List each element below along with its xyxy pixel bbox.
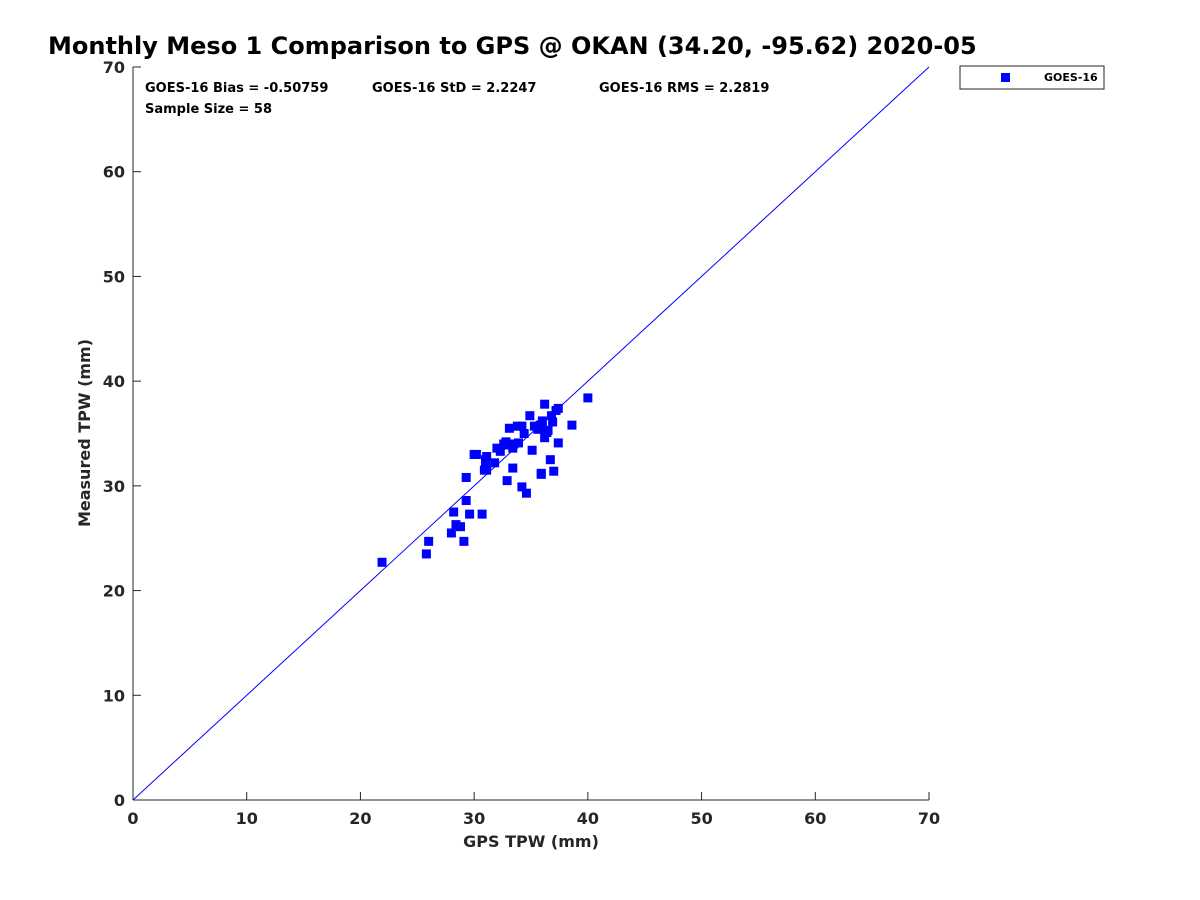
data-point bbox=[446, 528, 456, 538]
legend: GOES-16 bbox=[959, 65, 1105, 90]
data-point bbox=[481, 455, 491, 465]
data-point bbox=[543, 425, 553, 435]
data-point bbox=[504, 423, 514, 433]
y-tick-label: 30 bbox=[103, 477, 125, 496]
data-point bbox=[421, 549, 431, 559]
data-point bbox=[536, 469, 546, 479]
data-point bbox=[548, 417, 558, 427]
y-tick-label: 40 bbox=[103, 372, 125, 391]
stat-std: GOES-16 StD = 2.2247 bbox=[372, 81, 536, 96]
plot-area: 0 10 20 30 40 50 60 70 0 10 20 30 40 50 60 70 bbox=[103, 58, 940, 828]
x-axis-ticks: 0 10 20 30 40 50 60 70 bbox=[127, 792, 940, 828]
data-point bbox=[583, 393, 593, 403]
data-point bbox=[465, 509, 475, 519]
y-tick-label: 0 bbox=[114, 791, 125, 810]
data-point bbox=[553, 438, 563, 448]
data-point bbox=[537, 416, 547, 426]
data-point bbox=[490, 458, 500, 468]
x-tick-label: 10 bbox=[236, 809, 258, 828]
data-point bbox=[540, 399, 550, 409]
stat-sample-size: Sample Size = 58 bbox=[145, 102, 272, 117]
data-point bbox=[521, 488, 531, 498]
y-tick-label: 60 bbox=[103, 163, 125, 182]
data-point bbox=[545, 455, 555, 465]
stat-rms: GOES-16 RMS = 2.2819 bbox=[599, 81, 769, 96]
data-point bbox=[508, 463, 518, 473]
chart-title: Monthly Meso 1 Comparison to GPS @ OKAN … bbox=[48, 32, 977, 60]
x-axis-label: GPS TPW (mm) bbox=[463, 832, 599, 851]
x-tick-label: 20 bbox=[349, 809, 371, 828]
one-to-one-reference-line bbox=[132, 66, 930, 801]
data-point bbox=[517, 482, 527, 492]
data-point bbox=[546, 411, 556, 421]
data-point bbox=[502, 476, 512, 486]
data-point bbox=[459, 536, 469, 546]
data-point bbox=[495, 446, 505, 456]
data-point bbox=[477, 509, 487, 519]
x-tick-label: 60 bbox=[804, 809, 826, 828]
y-axis-label: Measured TPW (mm) bbox=[75, 339, 94, 527]
data-point bbox=[540, 433, 550, 443]
x-tick-label: 30 bbox=[463, 809, 485, 828]
legend-marker-square-icon bbox=[1001, 73, 1010, 82]
legend-box bbox=[959, 65, 1105, 90]
data-point bbox=[513, 438, 523, 448]
x-tick-label: 50 bbox=[690, 809, 712, 828]
x-tick-label: 0 bbox=[127, 809, 138, 828]
data-point bbox=[377, 557, 387, 567]
data-point bbox=[455, 522, 465, 532]
data-point bbox=[519, 429, 529, 438]
legend-label: GOES-16 bbox=[1044, 71, 1098, 84]
data-point bbox=[525, 411, 535, 421]
data-point bbox=[451, 520, 461, 530]
x-tick-label: 40 bbox=[577, 809, 599, 828]
data-point bbox=[482, 465, 492, 475]
data-point bbox=[567, 420, 577, 430]
stat-bias: GOES-16 Bias = -0.50759 bbox=[145, 81, 328, 96]
y-axis-ticks: 0 10 20 30 40 50 60 70 bbox=[103, 58, 141, 810]
data-point bbox=[424, 536, 434, 546]
data-point bbox=[512, 421, 522, 431]
data-points bbox=[377, 393, 593, 567]
data-point bbox=[461, 496, 471, 506]
data-point bbox=[537, 423, 547, 433]
data-point bbox=[461, 472, 471, 482]
data-point bbox=[527, 445, 537, 455]
y-tick-label: 20 bbox=[103, 582, 125, 601]
data-point bbox=[517, 421, 527, 431]
data-point bbox=[471, 449, 481, 459]
data-point bbox=[501, 440, 511, 450]
data-point bbox=[509, 439, 519, 449]
stats-annotation: GOES-16 Bias = -0.50759 GOES-16 StD = 2.… bbox=[145, 81, 769, 117]
data-point bbox=[449, 507, 459, 517]
y-tick-label: 70 bbox=[103, 58, 125, 77]
data-point bbox=[553, 403, 563, 413]
data-point bbox=[549, 466, 559, 476]
y-tick-label: 10 bbox=[103, 686, 125, 705]
y-tick-label: 50 bbox=[103, 267, 125, 286]
x-tick-label: 70 bbox=[918, 809, 940, 828]
